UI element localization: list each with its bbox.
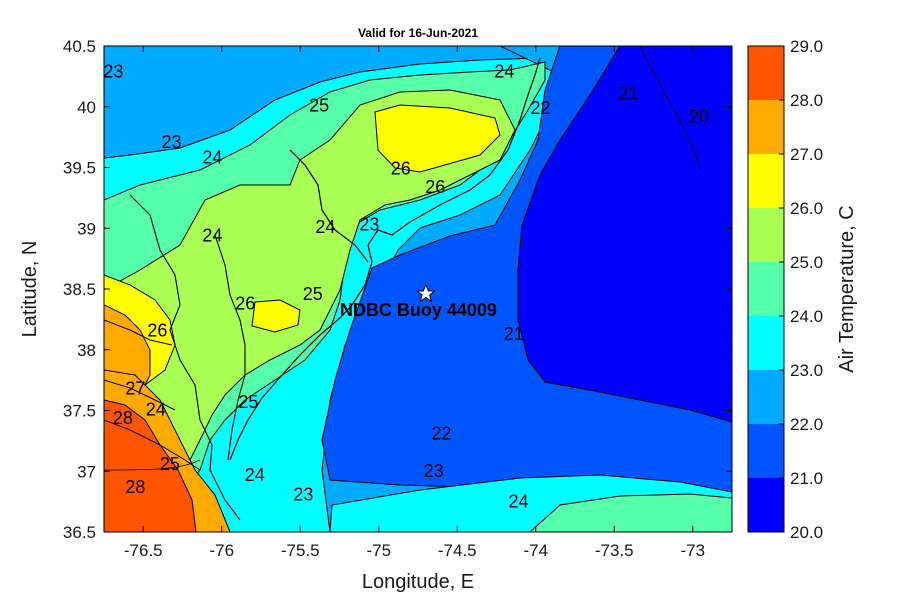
y-tick-label: 37 [77, 462, 96, 481]
contour-label: 24 [494, 61, 514, 81]
y-axis-label: Latitude, N [19, 241, 41, 338]
contour-label: 24 [202, 148, 222, 168]
contour-label: 25 [160, 454, 180, 474]
contour-label: 24 [315, 217, 335, 237]
y-axis: 40.5 40 39.5 39 38.5 38 37.5 37 36.5 [63, 37, 732, 542]
station-label: NDBC Buoy 44009 [340, 300, 497, 320]
colorbar-band [748, 100, 784, 154]
colorbar-frame [747, 45, 785, 533]
y-tick-label: 39.5 [63, 159, 96, 178]
y-tick-label: 40 [77, 98, 96, 117]
x-axis: -76.5 -76 -75.5 -75 -74.5 -74 -73.5 -73 [124, 46, 705, 560]
contour-label: 22 [530, 98, 550, 118]
contour-label: 21 [618, 83, 638, 103]
colorbar-tick-label: 21.0 [790, 469, 823, 488]
contour-field [104, 46, 732, 532]
contour-label: 23 [103, 61, 123, 81]
contour-label: 25 [303, 284, 323, 304]
x-tick-label: -73 [680, 541, 705, 560]
x-axis-label: Longitude, E [362, 571, 474, 593]
y-tick-label: 38.5 [63, 280, 96, 299]
contour-label: 23 [161, 132, 181, 152]
y-tick-label: 38 [77, 341, 96, 360]
york-river [104, 379, 176, 411]
contour-label: 20 [689, 106, 709, 126]
colorbar-band [748, 208, 784, 262]
band-24-25-ocean-south [529, 493, 732, 532]
contour-label: 24 [508, 492, 528, 512]
colorbar-tick-label: 26.0 [790, 199, 823, 218]
colorbar-band [748, 370, 784, 424]
x-tick-label: -76 [209, 541, 234, 560]
colorbar-band [748, 154, 784, 208]
band-26-27-north [374, 104, 501, 173]
x-tick-label: -75 [366, 541, 391, 560]
contour-label: 22 [432, 424, 452, 444]
contour-label: 26 [391, 159, 411, 179]
band-28-29 [104, 399, 197, 532]
colorbar: 29.0 28.0 27.0 26.0 25.0 24.0 23.0 22.0 21.0 20.0 [747, 37, 823, 542]
colorbar-band [748, 46, 784, 100]
x-tick-label: -74 [523, 541, 548, 560]
contour-label: 28 [113, 408, 133, 428]
contour-label: 24 [245, 465, 265, 485]
contour-label: 26 [235, 294, 255, 314]
band-26-27-bay [251, 299, 301, 333]
station-star [415, 283, 436, 303]
potomac [104, 319, 173, 346]
y-tick-label: 36.5 [63, 523, 96, 542]
y-tick-label: 39 [77, 219, 96, 238]
colorbar-tick-label: 23.0 [790, 361, 823, 380]
contour-label: 23 [424, 461, 444, 481]
x-tick-label: -73.5 [595, 541, 634, 560]
y-tick-label: 37.5 [63, 402, 96, 421]
colorbar-band [748, 262, 784, 316]
colorbar-tick-label: 24.0 [790, 307, 823, 326]
colorbar-band [748, 478, 784, 532]
colorbar-tick-label: 28.0 [790, 91, 823, 110]
colorbar-label: Air Temperature, C [836, 205, 858, 372]
x-tick-label: -76.5 [124, 541, 163, 560]
contour-label: 25 [238, 392, 258, 412]
band-20-21 [517, 46, 732, 423]
contour-labels: 23 25 24 22 21 20 23 24 26 26 24 23 24 25 26 26 21 24 25 27… [103, 61, 709, 511]
contour-label: 23 [293, 484, 313, 504]
band-25-26 [104, 89, 516, 471]
delaware-bay [289, 149, 369, 263]
contour-label: 28 [125, 477, 145, 497]
colorbar-band [748, 316, 784, 370]
contour-label: 27 [125, 379, 145, 399]
colorbar-tick-label: 25.0 [790, 253, 823, 272]
colorbar-tick-label: 20.0 [790, 523, 823, 542]
james-river [104, 419, 201, 471]
contour-label: 24 [146, 399, 166, 419]
colorbar-band [748, 424, 784, 478]
x-tick-label: -75.5 [281, 541, 320, 560]
contour-label: 25 [309, 96, 329, 116]
station-marker: NDBC Buoy 44009 [340, 283, 497, 320]
chesapeake-west [129, 194, 241, 521]
y-tick-label: 40.5 [63, 37, 96, 56]
chesapeake-east [214, 234, 246, 461]
contour-label: 24 [202, 226, 222, 246]
contour-label: 26 [147, 320, 167, 340]
contour-label: 26 [425, 177, 445, 197]
coastline [229, 57, 541, 461]
chart-title: Valid for 16-Jun-2021 [358, 26, 478, 40]
colorbar-tick-label: 29.0 [790, 37, 823, 56]
contour-label: 23 [359, 215, 379, 235]
contour-label: 21 [504, 324, 524, 344]
x-tick-label: -74.5 [438, 541, 477, 560]
colorbar-tick-label: 22.0 [790, 415, 823, 434]
colorbar-tick-label: 27.0 [790, 145, 823, 164]
